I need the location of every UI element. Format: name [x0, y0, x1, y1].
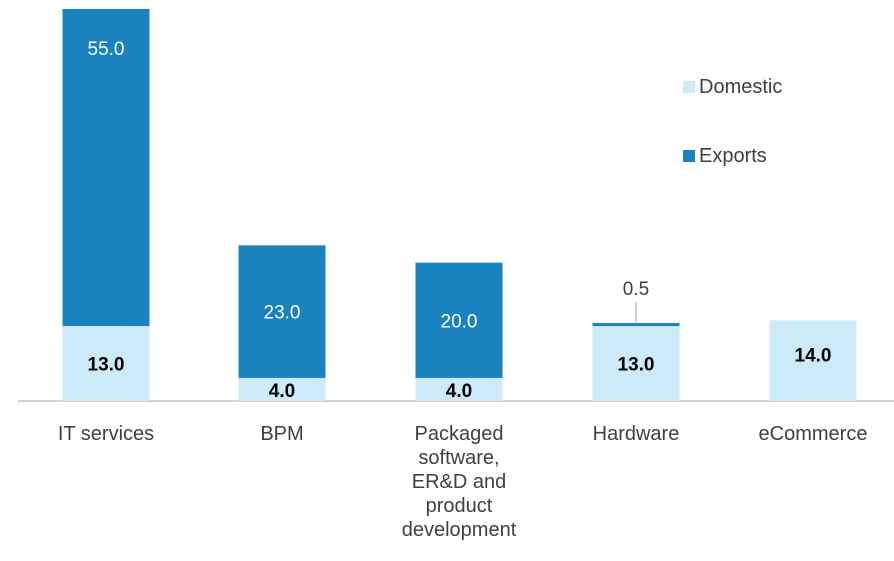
x-tick-label-2: Packaged software, ER&D and product developm… [402, 423, 517, 541]
data-label-domestic-1: 4.0 [269, 381, 295, 402]
data-labels-group: 13.0 55.0 4.0 23.0 4.0 20.0 13.0 0.5 14.0 [88, 39, 832, 402]
legend-label-domestic: Domestic [699, 76, 782, 98]
bar-domestic-4 [769, 320, 857, 401]
bar-domestic-2 [415, 377, 503, 401]
bar-domestic-0 [62, 326, 150, 401]
legend-label-exports: Exports [699, 145, 767, 167]
x-tick-label-3: Hardware [593, 423, 680, 445]
data-label-domestic-0: 13.0 [88, 355, 125, 376]
bar-exports-1 [238, 245, 326, 378]
data-label-domestic-3: 13.0 [618, 355, 655, 376]
legend-swatch-exports [683, 150, 695, 162]
x-tick-label-0: IT services [58, 423, 154, 445]
bar-domestic-1 [238, 377, 326, 401]
data-label-exports-1: 23.0 [264, 303, 301, 324]
legend: Domestic Exports [683, 76, 782, 167]
bar-exports-3 [592, 323, 680, 327]
data-label-exports-0: 55.0 [88, 39, 125, 60]
data-label-domestic-2: 4.0 [446, 381, 472, 402]
bar-exports-2 [415, 262, 503, 378]
x-tick-labels-group: IT services BPM Packaged software, ER&D and p… [58, 423, 868, 541]
data-label-domestic-4: 14.0 [795, 345, 832, 366]
x-tick-label-4: eCommerce [759, 423, 868, 445]
bar-domestic-3 [592, 326, 680, 401]
data-label-exports-3: 0.5 [623, 279, 649, 300]
bar-exports-0 [62, 9, 150, 327]
bars-group [62, 9, 857, 401]
x-tick-label-1: BPM [260, 423, 303, 445]
data-label-exports-2: 20.0 [441, 311, 478, 332]
legend-swatch-domestic [683, 81, 695, 93]
